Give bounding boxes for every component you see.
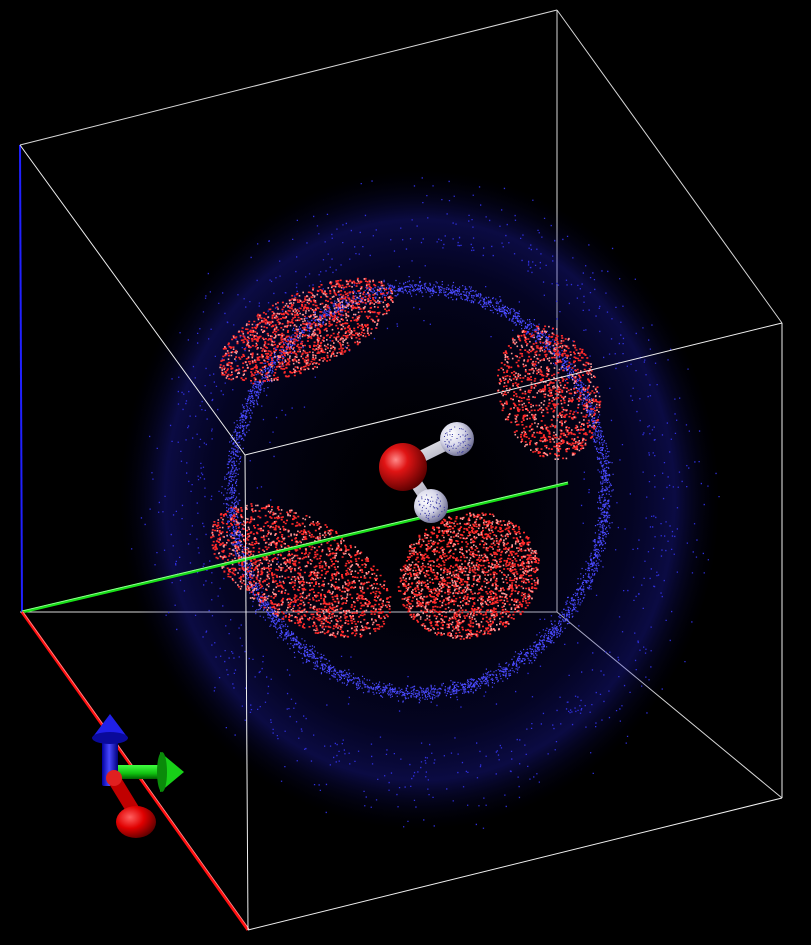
gizmo-y-arrow-icon <box>114 752 184 792</box>
electron-density-lobes <box>210 277 602 640</box>
hydrogen-surface-speckle <box>418 426 471 521</box>
orientation-axes-gizmo[interactable] <box>92 714 184 838</box>
y-axis-line <box>21 481 569 614</box>
hydrogen-atom-lower[interactable] <box>414 489 448 523</box>
gizmo-x-arrow-icon <box>108 776 156 838</box>
oxygen-atom[interactable] <box>379 443 427 491</box>
lobe-lower-center <box>397 512 540 640</box>
gizmo-z-arrow-icon <box>92 714 128 786</box>
simulation-box-front-edges <box>19 144 783 931</box>
lobe-upper-right <box>497 325 602 460</box>
water-molecule[interactable] <box>379 422 474 523</box>
gizmo-origin <box>106 770 122 786</box>
lobe-lower-left <box>210 503 392 638</box>
z-axis-line <box>19 144 23 613</box>
lobe-upper-left <box>219 277 394 385</box>
